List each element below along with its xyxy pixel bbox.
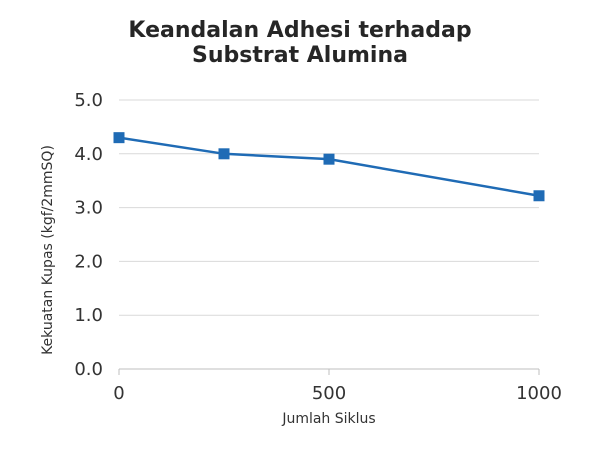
chart-title-line-1: Keandalan Adhesi terhadap [128,18,472,43]
y-tick-label-0: 0.0 [74,359,103,380]
series-group [113,132,545,202]
y-tick-label-1: 1.0 [74,305,103,326]
data-point-1 [218,148,230,160]
axes [118,368,540,375]
chart-title: Keandalan Adhesi terhadap Substrat Alumi… [60,18,540,68]
y-tick-label-4: 4.0 [74,144,103,165]
x-axis-label: Jumlah Siklus [281,411,375,427]
x-tick-label-0: 0 [113,383,124,404]
y-axis-label: Kekuatan Kupas (kgf/2mmSQ) [40,145,56,355]
gridlines [119,99,539,316]
x-tick-label-1: 500 [312,383,346,404]
chart-title-line-2: Substrat Alumina [192,43,408,68]
series-line-0 [118,136,540,197]
y-tick-label-2: 2.0 [74,251,103,272]
y-tick-label-3: 3.0 [74,198,103,219]
x-tick-labels: 0 500 1000 [113,383,562,404]
data-point-0 [113,132,125,144]
y-tick-labels: 0.0 1.0 2.0 3.0 4.0 5.0 [74,90,103,380]
data-point-2 [323,153,335,165]
x-tick-label-2: 1000 [516,383,562,404]
y-tick-label-5: 5.0 [74,90,103,111]
data-point-3 [533,190,545,202]
